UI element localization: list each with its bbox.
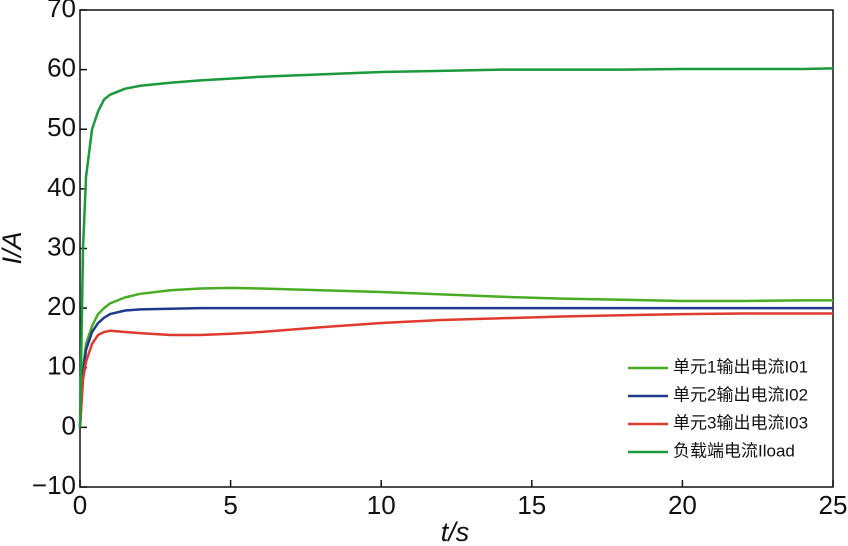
x-tick-label: 10	[367, 490, 396, 520]
y-tick-label: 50	[47, 112, 76, 142]
legend-label: 单元3输出电流I03	[673, 413, 808, 432]
y-tick-label: 10	[47, 351, 76, 381]
x-tick-label: 20	[668, 490, 697, 520]
y-tick-label: 20	[47, 291, 76, 321]
series-line	[78, 306, 833, 428]
y-axis-title: I/A	[0, 231, 27, 264]
x-tick-label: 15	[517, 490, 546, 520]
series-line	[78, 286, 833, 428]
series-line	[78, 312, 833, 428]
y-tick-label: 0	[62, 410, 76, 440]
legend-label: 单元2输出电流I02	[673, 385, 808, 404]
series-line	[78, 67, 834, 428]
y-tick-label: 40	[47, 172, 76, 202]
legend-label: 单元1输出电流I01	[673, 357, 808, 376]
y-tick-label: 30	[47, 231, 76, 261]
x-axis-title: t/s	[441, 517, 470, 546]
legend-label: 负载端电流Iload	[673, 441, 795, 460]
x-tick-label: 25	[819, 490, 848, 520]
y-tick-label: −10	[32, 470, 76, 500]
y-tick-label: 60	[47, 53, 76, 83]
y-tick-label: 70	[47, 0, 76, 23]
x-tick-label: 5	[223, 490, 237, 520]
x-tick-label: 0	[73, 490, 87, 520]
